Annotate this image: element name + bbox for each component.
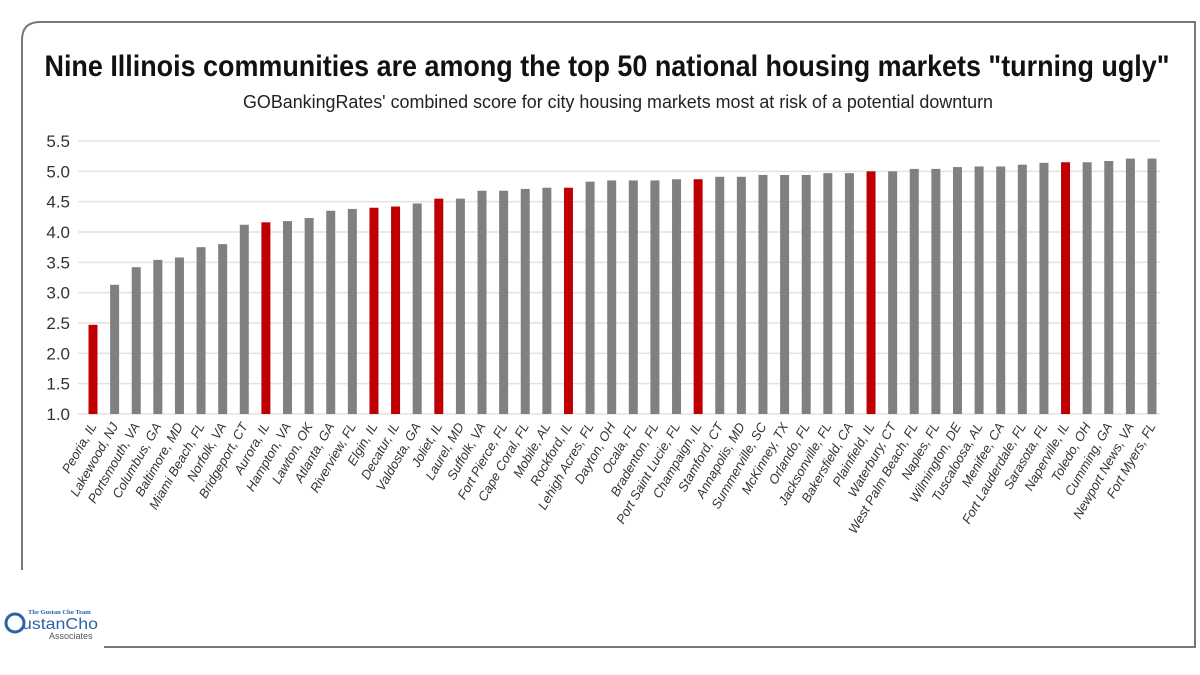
bar: [88, 324, 98, 414]
logo-house-icon: [4, 612, 26, 634]
bar: [304, 218, 314, 414]
svg-text:The Gustan Cho Team: The Gustan Cho Team: [28, 609, 91, 616]
bar: [628, 180, 638, 414]
bar: [672, 179, 682, 414]
y-tick-label: 3.0: [46, 284, 70, 303]
y-tick-label: 3.5: [46, 253, 70, 272]
bar: [131, 267, 141, 414]
bar: [499, 190, 509, 414]
bar: [952, 167, 962, 414]
bar: [996, 166, 1006, 414]
bar: [218, 244, 228, 414]
chart-frame: [21, 21, 1196, 648]
bar: [369, 207, 379, 414]
bar: [974, 166, 984, 414]
bar: [801, 174, 811, 414]
y-tick-label: 2.0: [46, 344, 70, 363]
gustancho-logo: The Gustan Cho Team ustanCho Associates: [0, 605, 104, 645]
bar: [261, 222, 271, 414]
bar: [715, 176, 725, 414]
chart-title: Nine Illinois communities are among the …: [45, 50, 1170, 83]
bar: [520, 188, 530, 414]
bar: [1104, 161, 1114, 414]
bar: [909, 168, 919, 414]
bar: [650, 180, 660, 414]
bar: [412, 203, 422, 414]
bar: [153, 259, 163, 414]
bar: [1017, 164, 1027, 414]
bar: [1061, 162, 1071, 414]
bar: [391, 206, 401, 414]
y-tick-label: 1.0: [46, 405, 70, 424]
bar: [563, 187, 573, 414]
bar: [477, 190, 487, 414]
y-tick-label: 2.5: [46, 314, 70, 333]
y-tick-label: 5.0: [46, 162, 70, 181]
bar: [844, 173, 854, 414]
bar: [607, 180, 617, 414]
svg-text:Associates: Associates: [49, 631, 93, 641]
bar: [888, 171, 898, 414]
bar: [174, 257, 184, 414]
chart-subtitle: GOBankingRates' combined score for city …: [243, 92, 993, 112]
y-tick-label: 1.5: [46, 375, 70, 394]
bar: [196, 247, 206, 414]
bar: [1082, 162, 1092, 414]
y-tick-label: 4.0: [46, 223, 70, 242]
bar: [736, 176, 746, 414]
bar: [866, 171, 876, 414]
bar: [542, 187, 552, 414]
bar: [239, 224, 249, 414]
bar: [434, 198, 444, 414]
bar: [455, 198, 465, 414]
y-tick-label: 5.5: [46, 132, 70, 151]
bar: [1125, 158, 1135, 414]
bar: [931, 168, 941, 414]
bar: [780, 174, 790, 414]
bar: [283, 221, 293, 414]
bar: [347, 208, 357, 414]
bar: [110, 284, 120, 414]
bar: [1147, 158, 1157, 414]
bar: [1039, 162, 1049, 414]
bar: [326, 210, 336, 414]
bar: [693, 179, 703, 414]
bar: [823, 173, 833, 414]
y-tick-label: 4.5: [46, 193, 70, 212]
svg-text:ustanCho: ustanCho: [22, 616, 98, 633]
bar: [758, 174, 768, 414]
bar: [585, 181, 595, 414]
